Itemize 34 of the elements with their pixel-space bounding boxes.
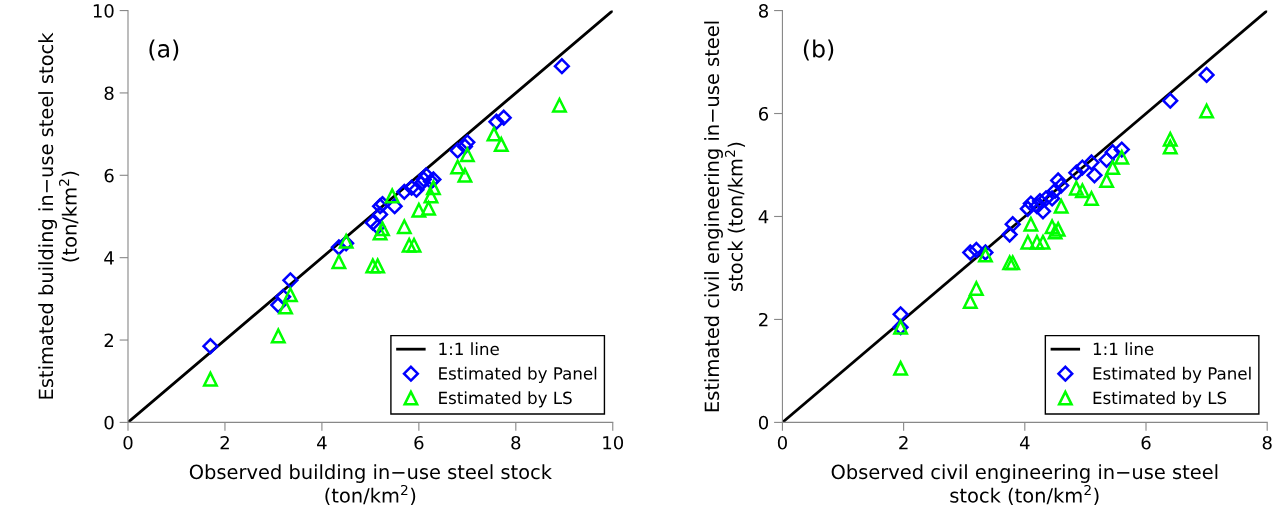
x-tick-label: 8 [511,435,521,450]
legend-label: Estimated by Panel [1093,366,1251,383]
y-axis-title: Estimated civil engineering in−use steel stock (ton/km$^{2}$) [704,21,746,412]
legend-label: Estimated by Panel [439,366,597,383]
y-tick-label: 6 [759,106,769,121]
y-tick-label: 4 [758,210,769,224]
y-tick-label: 4 [104,251,114,265]
x-tick-label: 0 [123,435,133,450]
legend-label: Estimated by LS [1093,391,1227,408]
y-tick-label: 6 [104,168,114,183]
legend-label: 1:1 line [439,342,499,356]
legend-label: 1:1 line [1093,342,1154,356]
y-axis-title: Estimated building in−use steel stock (ton/km$^{2}$) [38,32,80,399]
x-tick-label: 4 [1019,436,1030,450]
x-axis-title: Observed building in−use steel stock (ton/km$^{2}$) [189,464,552,506]
x-tick-label: 8 [1262,435,1272,450]
x-tick-label: 10 [603,435,624,450]
x-tick-label: 4 [317,436,327,450]
y-tick-label: 8 [758,4,768,18]
y-tick-label: 0 [104,415,114,430]
y-tick-label: 2 [759,312,768,327]
x-tick-label: 6 [414,435,424,450]
x-tick-label: 2 [220,435,229,450]
y-tick-label: 0 [758,415,769,430]
x-tick-label: 0 [777,435,787,450]
legend-label: Estimated by LS [439,391,572,408]
y-tick-label: 8 [104,86,114,101]
x-tick-label: 2 [899,435,908,450]
y-tick-label: 2 [104,333,113,347]
y-tick-label: 10 [93,4,114,18]
x-axis-title: Observed civil engineering in−use steel stock (ton/km$^{2}$) [831,464,1218,506]
annotation: (b) [803,39,834,61]
annotation: (a) [149,39,179,61]
x-tick-label: 6 [1141,435,1151,450]
